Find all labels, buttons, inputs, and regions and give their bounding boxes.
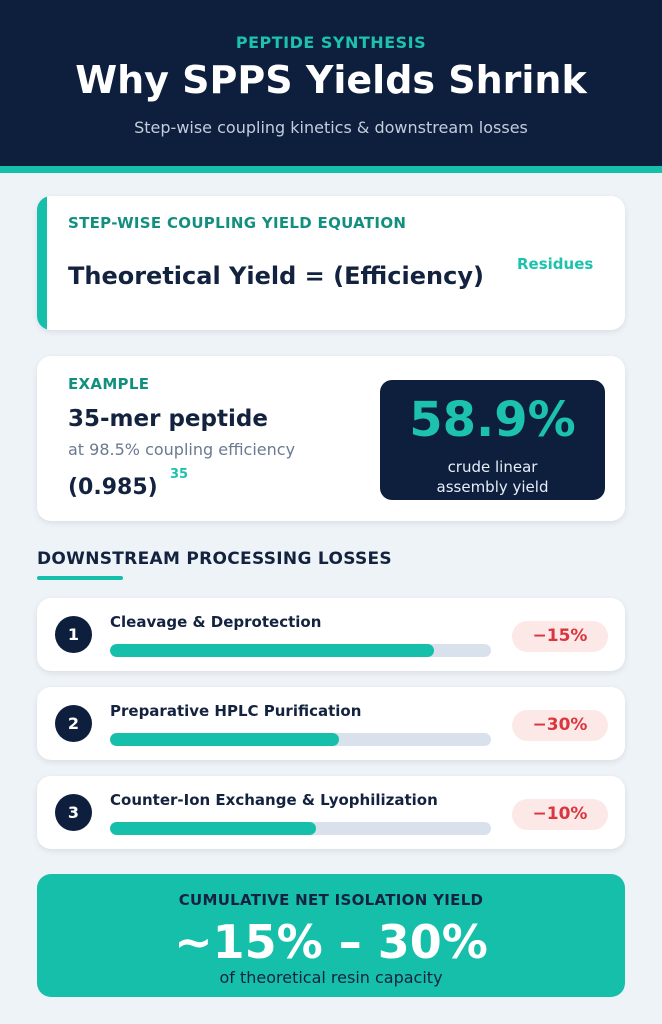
example-peptide-name: 35-mer peptide — [68, 406, 268, 432]
loss-value-badge: −15% — [512, 621, 608, 652]
example-result-value: 58.9% — [409, 392, 576, 448]
example-exponent: 35 — [170, 467, 189, 482]
loss-item: 2 Preparative HPLC Purification −30% — [37, 687, 625, 760]
loss-step-number-badge: 1 — [55, 616, 92, 653]
header-banner: PEPTIDE SYNTHESIS Why SPPS Yields Shrink… — [0, 0, 662, 166]
example-base: (0.985) — [68, 475, 158, 500]
equation-exponent: Residues — [517, 255, 594, 273]
loss-progress-track — [110, 822, 491, 835]
example-result-caption: crude linear assembly yield — [380, 457, 605, 497]
loss-step-name: Counter-Ion Exchange & Lyophilization — [110, 791, 438, 809]
example-result-box: 58.9% crude linear assembly yield — [380, 380, 605, 500]
example-label: EXAMPLE — [68, 375, 150, 393]
equation-formula: Theoretical Yield = (Efficiency) — [68, 262, 484, 290]
losses-section-underline — [37, 576, 123, 580]
loss-progress-track — [110, 644, 491, 657]
equation-card: STEP-WISE COUPLING YIELD EQUATION Theore… — [37, 196, 625, 330]
loss-item: 3 Counter-Ion Exchange & Lyophilization … — [37, 776, 625, 849]
loss-value-badge: −10% — [512, 799, 608, 830]
page-title: Why SPPS Yields Shrink — [75, 58, 587, 102]
loss-step-name: Cleavage & Deprotection — [110, 613, 322, 631]
example-result-caption-line-2: assembly yield — [436, 478, 549, 496]
loss-step-number-badge: 2 — [55, 705, 92, 742]
losses-section-title: DOWNSTREAM PROCESSING LOSSES — [37, 549, 392, 569]
cumulative-yield-card: CUMULATIVE NET ISOLATION YIELD ~15% – 30… — [37, 874, 625, 997]
loss-value-badge: −30% — [512, 710, 608, 741]
example-result-caption-line-1: crude linear — [447, 458, 538, 476]
loss-step-name: Preparative HPLC Purification — [110, 702, 362, 720]
loss-item: 1 Cleavage & Deprotection −15% — [37, 598, 625, 671]
header-divider — [0, 166, 662, 173]
loss-progress-fill — [110, 733, 339, 746]
loss-step-number-badge: 3 — [55, 794, 92, 831]
cumulative-yield-value: ~15% – 30% — [174, 915, 488, 969]
example-efficiency-note: at 98.5% coupling efficiency — [68, 440, 296, 459]
header-kicker: PEPTIDE SYNTHESIS — [235, 33, 427, 52]
page-subtitle: Step-wise coupling kinetics & downstream… — [134, 118, 528, 137]
cumulative-yield-subtext: of theoretical resin capacity — [219, 968, 443, 987]
example-card: EXAMPLE 35-mer peptide at 98.5% coupling… — [37, 356, 625, 521]
equation-label: STEP-WISE COUPLING YIELD EQUATION — [68, 214, 407, 232]
cumulative-yield-label: CUMULATIVE NET ISOLATION YIELD — [178, 891, 484, 909]
loss-progress-fill — [110, 822, 316, 835]
loss-progress-fill — [110, 644, 434, 657]
equation-accent-bar — [37, 196, 47, 330]
loss-progress-track — [110, 733, 491, 746]
